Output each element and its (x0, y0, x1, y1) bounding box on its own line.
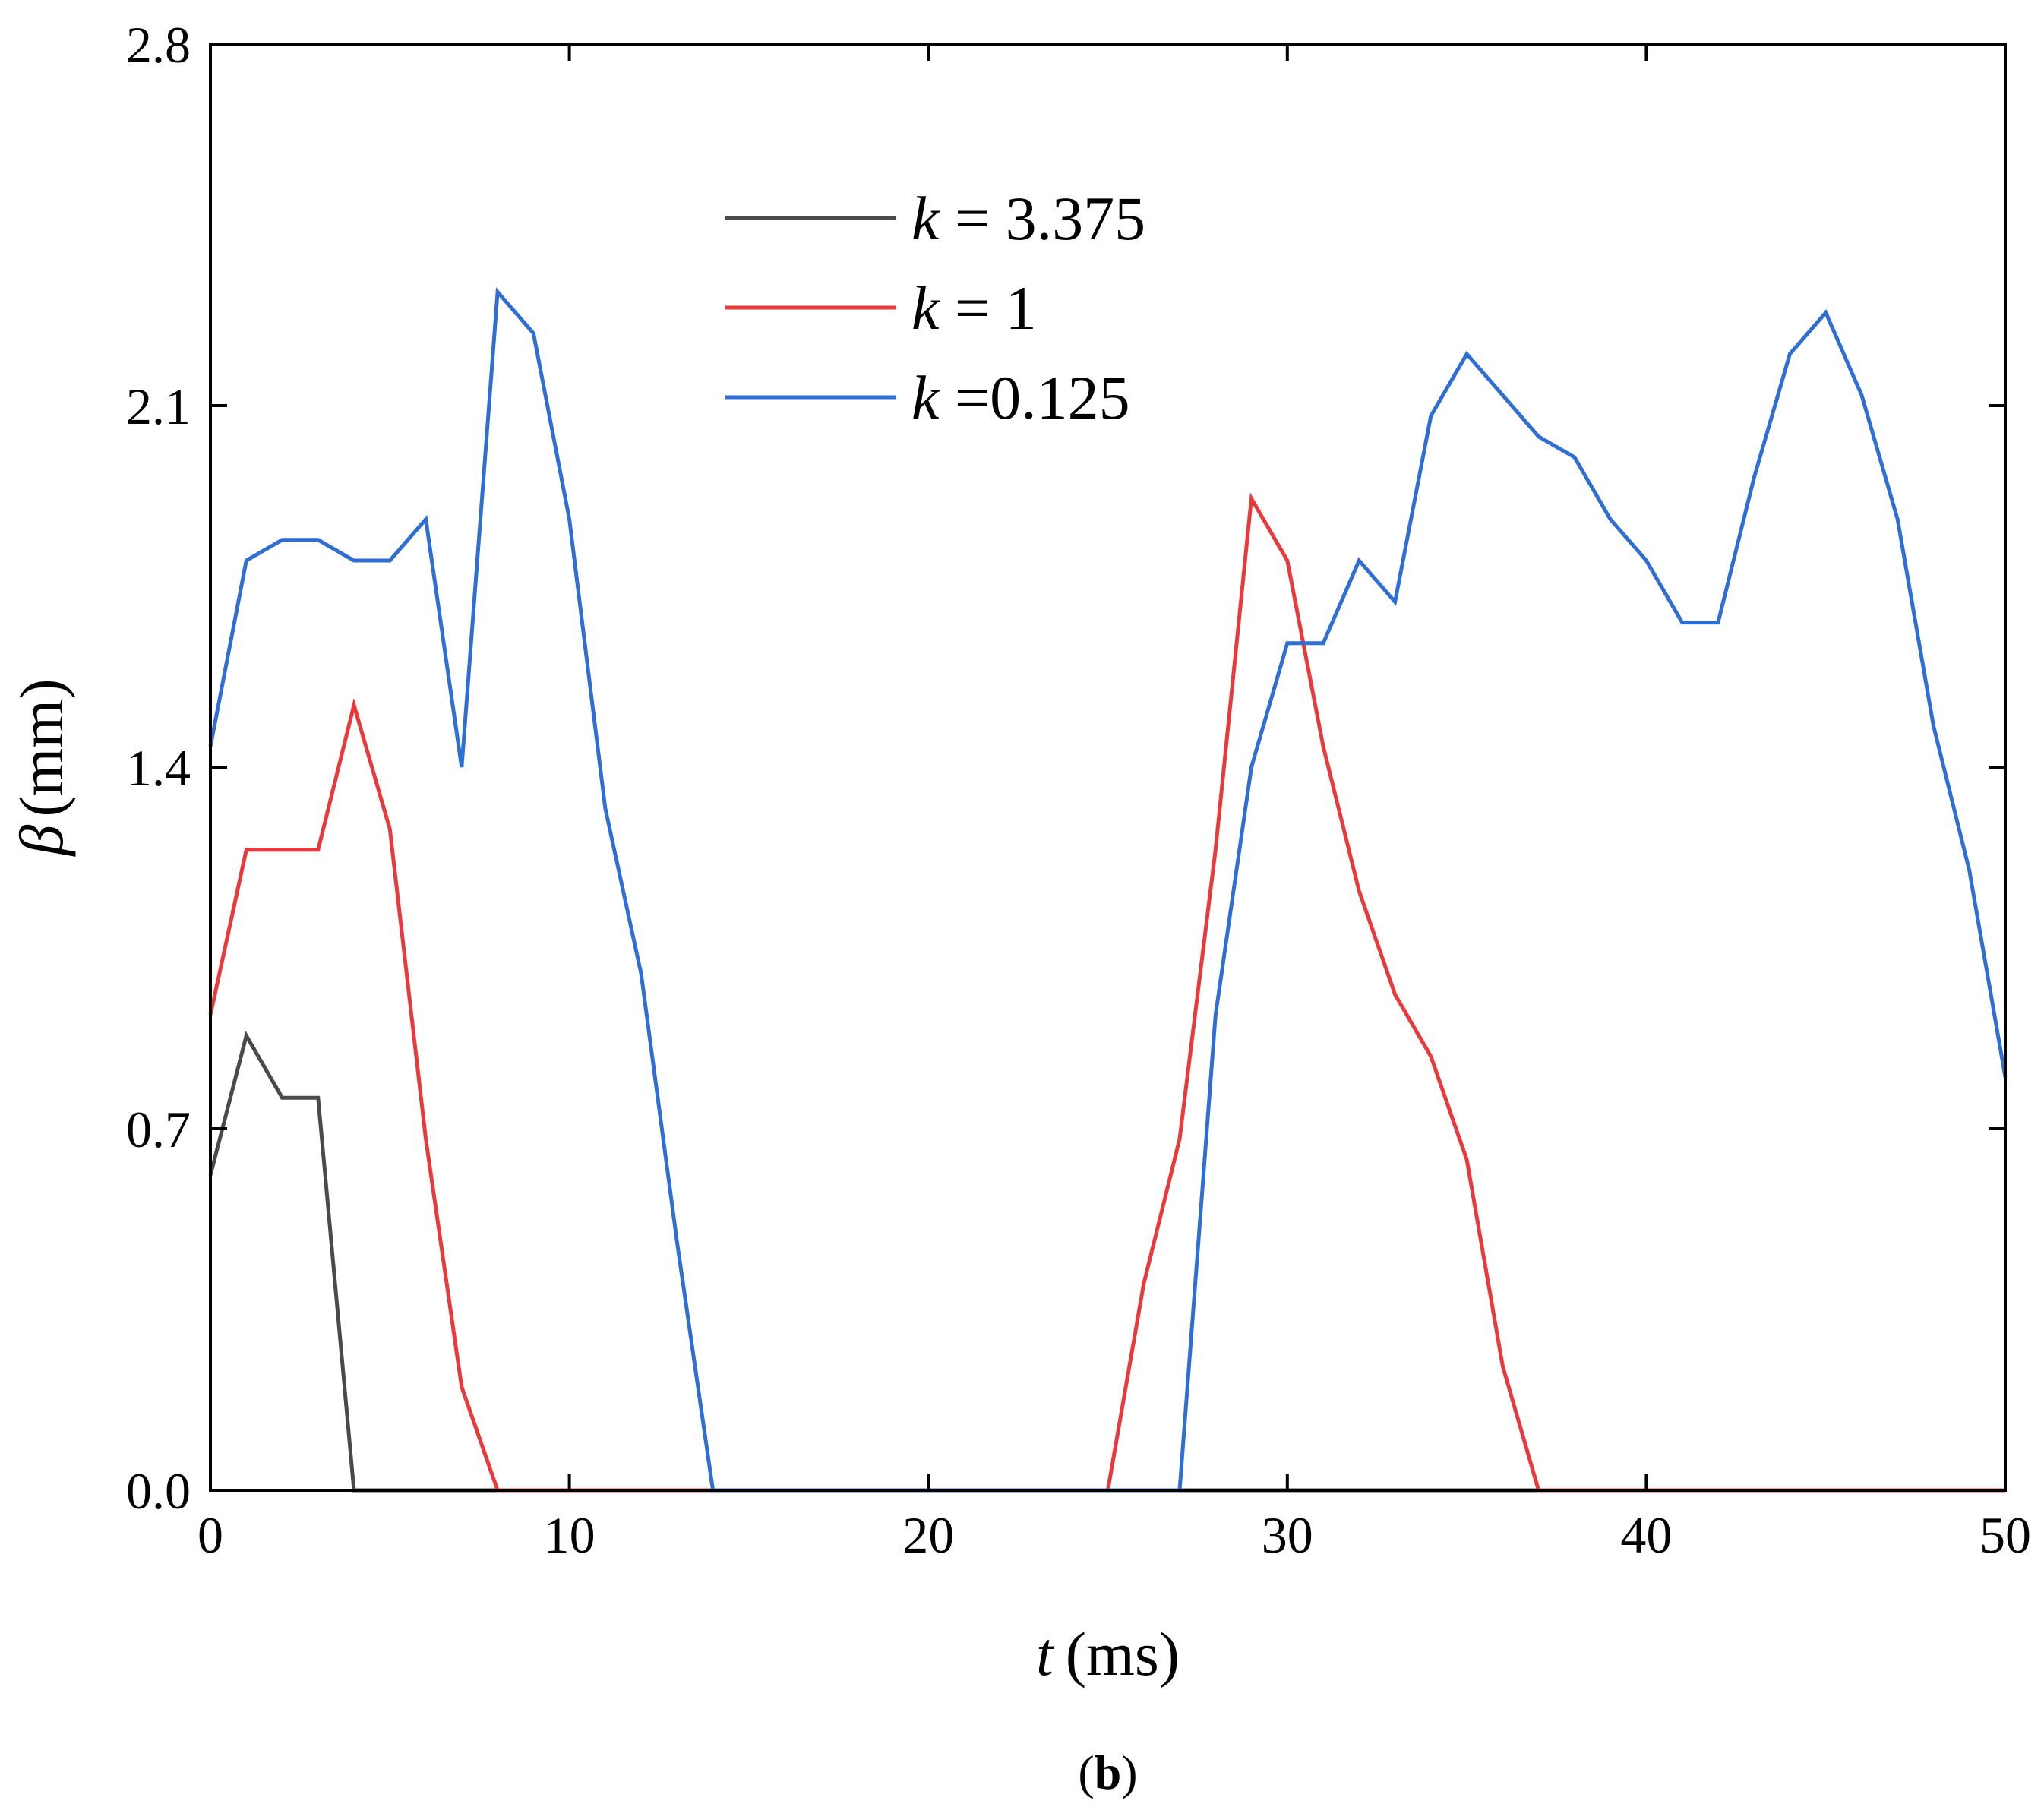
x-axis-symbol: t (1036, 1619, 1055, 1689)
y-tick-label-0: 0.0 (126, 1462, 191, 1520)
x-axis-title: t (ms) (1036, 1619, 1180, 1689)
x-tick-label-2: 20 (902, 1506, 954, 1564)
legend-symbol-1: k (911, 273, 940, 343)
y-tick-label-4: 2.8 (126, 16, 191, 74)
y-axis-title: β (mm) (7, 678, 76, 857)
legend-text-1: = 1 (939, 273, 1036, 343)
legend-label-0: k = 3.375 (911, 184, 1145, 253)
panel-label-open: ( (1078, 1745, 1094, 1799)
y-axis-symbol: β (7, 825, 76, 858)
panel-label: (b) (1078, 1745, 1137, 1799)
series-line-1 (208, 492, 2005, 1493)
legend-label-2: k =0.125 (911, 363, 1130, 432)
legend-text-2: =0.125 (939, 363, 1129, 432)
panel-label-letter: b (1095, 1745, 1122, 1799)
x-tick-label-4: 40 (1620, 1506, 1672, 1564)
panel-label-close: ) (1121, 1745, 1137, 1799)
x-tick-label-1: 10 (544, 1506, 596, 1564)
legend-text-0: = 3.375 (939, 184, 1145, 253)
legend-label-1: k = 1 (911, 273, 1037, 343)
plot-area-frame (209, 43, 2007, 1492)
y-tick-label-2: 1.4 (126, 739, 191, 797)
legend-symbol-0: k (911, 184, 940, 253)
x-axis-unit: (ms) (1066, 1619, 1180, 1689)
y-tick-label-3: 2.1 (126, 378, 191, 435)
legend-symbol-2: k (911, 363, 940, 432)
y-tick-label-1: 0.7 (126, 1101, 191, 1158)
x-tick-label-0: 0 (197, 1506, 223, 1564)
series-line-2 (208, 287, 2008, 1493)
x-tick-label-5: 50 (1979, 1506, 2031, 1564)
tick-labels-layer: 0 10 20 30 40 50 0.0 0.7 1.4 2.1 2.8 (126, 16, 2031, 1564)
x-tick-label-3: 30 (1262, 1506, 1313, 1564)
y-axis-unit: (mm) (7, 678, 76, 817)
